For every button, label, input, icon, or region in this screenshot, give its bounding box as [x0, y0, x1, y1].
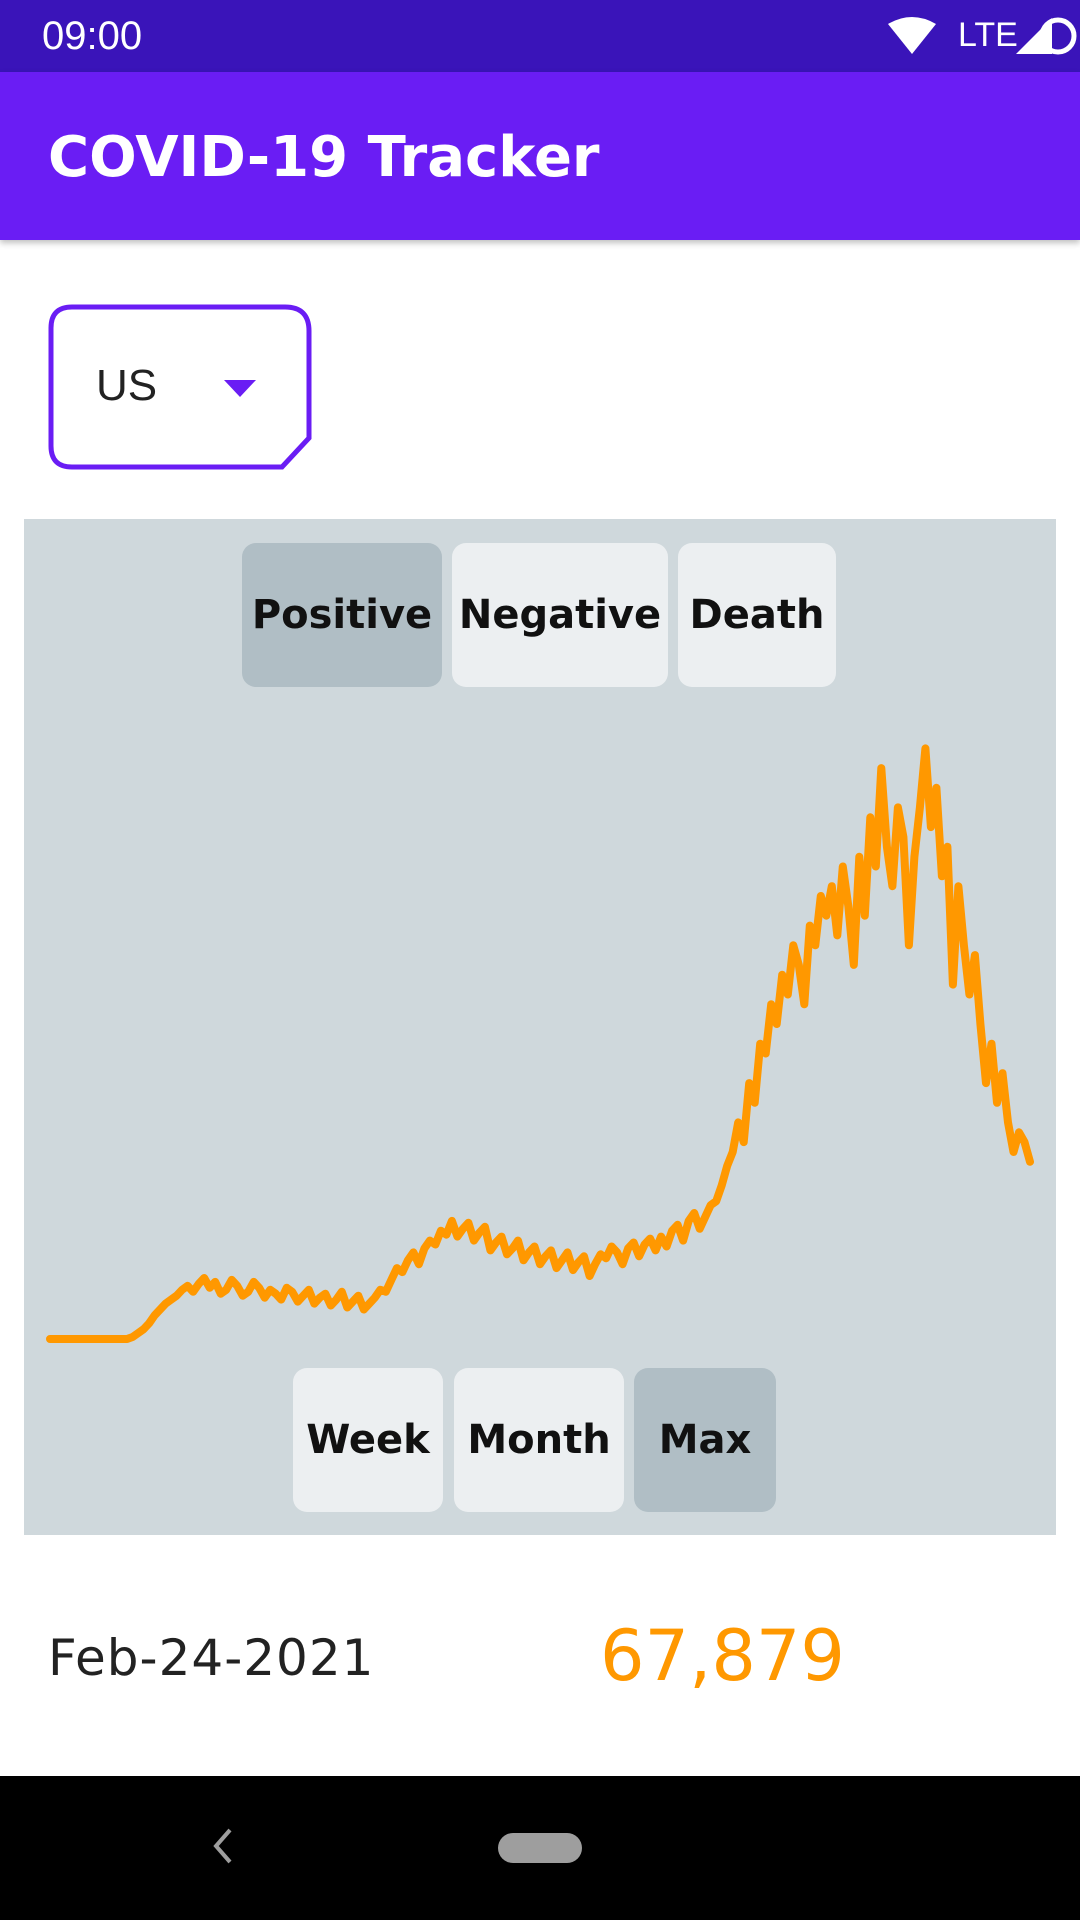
navigation-bar [0, 1776, 1080, 1920]
positive-cases-chart[interactable] [24, 519, 1056, 1535]
home-pill[interactable] [498, 1833, 582, 1863]
dropdown-caret-icon [224, 380, 256, 397]
range-week[interactable]: Week [293, 1368, 443, 1512]
app-bar: COVID-19 Tracker [0, 72, 1080, 240]
network-type-label: LTE [958, 16, 1018, 54]
dropdown-outline [48, 304, 312, 470]
status-bar: 09:00 LTE [0, 0, 1080, 72]
country-dropdown[interactable]: US [48, 304, 312, 470]
country-selected-value: US [96, 361, 158, 410]
back-icon[interactable] [208, 1822, 236, 1870]
tab-positive[interactable]: Positive [242, 543, 442, 687]
selected-value: 67,879 [600, 1615, 845, 1697]
positive-series-line [46, 744, 1034, 1343]
range-month[interactable]: Month [454, 1368, 624, 1512]
record-icon [1039, 17, 1077, 55]
status-icons: LTE [780, 0, 1080, 72]
tab-death[interactable]: Death [678, 543, 836, 687]
chart-card: Positive Negative Death Week Month Max [24, 519, 1056, 1535]
wifi-icon [888, 17, 936, 54]
range-max[interactable]: Max [634, 1368, 776, 1512]
selected-date: Feb-24-2021 [48, 1629, 375, 1687]
tab-negative[interactable]: Negative [452, 543, 668, 687]
app-title: COVID-19 Tracker [48, 125, 600, 190]
status-time: 09:00 [42, 14, 143, 58]
